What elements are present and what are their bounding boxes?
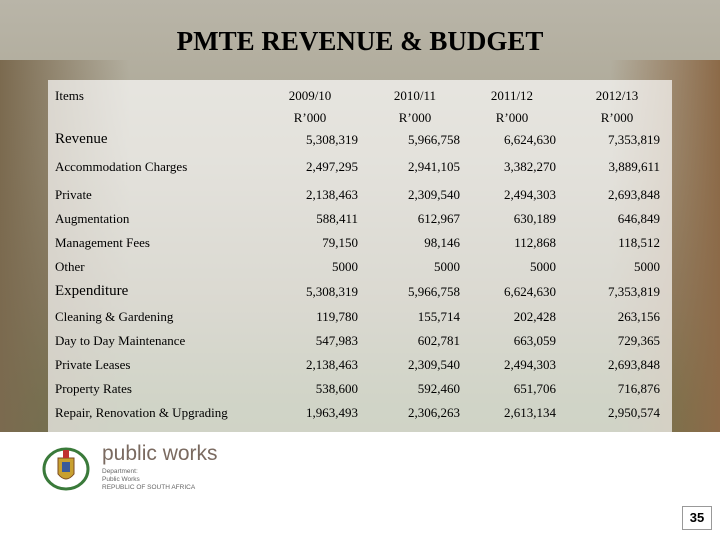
- cell-value: 6,624,630: [504, 132, 556, 147]
- cell-value: 547,983: [315, 333, 358, 348]
- cell-value: 592,460: [417, 381, 460, 396]
- row-label: Expenditure: [55, 283, 129, 299]
- cell-value: 263,156: [617, 309, 660, 324]
- cell-value: 2,613,134: [504, 405, 556, 420]
- cell-value: 646,849: [617, 211, 660, 226]
- cell-value: 155,714: [417, 309, 460, 324]
- cell-value: 729,365: [617, 333, 660, 348]
- row-label: Cleaning & Gardening: [55, 309, 174, 324]
- column-header: Items: [55, 88, 84, 103]
- row-label: Repair, Renovation & Upgrading: [55, 405, 228, 420]
- column-header: 2010/11: [393, 88, 437, 103]
- coat-of-arms: [42, 447, 90, 491]
- cell-value: 5,966,758: [408, 284, 460, 299]
- table-panel: [48, 80, 672, 432]
- cell-value: 79,150: [322, 235, 358, 250]
- cell-value: 7,353,819: [608, 284, 660, 299]
- column-unit: R’000: [293, 110, 327, 125]
- cell-value: 7,353,819: [608, 132, 660, 147]
- cell-value: 2,941,105: [408, 159, 460, 174]
- logo-text: REPUBLIC OF SOUTH AFRICA: [102, 484, 196, 491]
- logo-name: public works: [102, 442, 218, 465]
- cell-value: 2,693,848: [608, 187, 660, 202]
- cell-value: 630,189: [513, 211, 556, 226]
- row-label: Management Fees: [55, 235, 150, 250]
- cell-value: 5,308,319: [306, 284, 358, 299]
- cell-value: 1,963,493: [306, 405, 358, 420]
- row-label: Augmentation: [55, 211, 130, 226]
- row-label: Property Rates: [55, 381, 132, 396]
- row-label: Private: [55, 187, 92, 202]
- cell-value: 5000: [634, 259, 660, 274]
- row-label: Day to Day Maintenance: [55, 333, 186, 348]
- column-unit: R’000: [600, 110, 634, 125]
- cell-value: 3,889,611: [608, 159, 660, 174]
- cell-value: 118,512: [618, 235, 660, 250]
- cell-value: 2,138,463: [306, 187, 358, 202]
- cell-value: 112,868: [514, 235, 556, 250]
- logo-text: Public Works: [102, 476, 140, 483]
- cell-value: 3,382,270: [504, 159, 556, 174]
- cell-value: 538,600: [315, 381, 358, 396]
- column-header: 2011/12: [490, 88, 534, 103]
- column-unit: R’000: [398, 110, 432, 125]
- column-header: 2009/10: [288, 88, 332, 103]
- cell-value: 202,428: [513, 309, 556, 324]
- cell-value: 5,308,319: [306, 132, 358, 147]
- page-number: 35: [682, 506, 712, 530]
- cell-value: 98,146: [424, 235, 460, 250]
- row-label: Accommodation Charges: [55, 159, 188, 174]
- cell-value: 2,138,463: [306, 357, 358, 372]
- cell-value: 2,950,574: [608, 405, 660, 420]
- cell-value: 2,497,295: [306, 159, 358, 174]
- row-label: Other: [55, 259, 85, 274]
- cell-value: 651,706: [513, 381, 556, 396]
- column-unit: R’000: [495, 110, 529, 125]
- cell-value: 588,411: [316, 211, 358, 226]
- cell-value: 612,967: [417, 211, 460, 226]
- cell-value: 2,309,540: [408, 187, 460, 202]
- cell-value: 663,059: [513, 333, 556, 348]
- cell-value: 5000: [530, 259, 556, 274]
- cell-value: 602,781: [417, 333, 460, 348]
- footer-band: [0, 432, 720, 540]
- column-header: 2012/13: [595, 88, 639, 103]
- cell-value: 5,966,758: [408, 132, 460, 147]
- cell-value: 5000: [434, 259, 460, 274]
- row-label: Revenue: [55, 131, 108, 147]
- logo-text: Department:: [102, 468, 138, 475]
- cell-value: 6,624,630: [504, 284, 556, 299]
- cell-value: 716,876: [617, 381, 660, 396]
- cell-value: 2,494,303: [504, 357, 556, 372]
- slide-title: PMTE REVENUE & BUDGET: [176, 26, 544, 56]
- cell-value: 2,494,303: [504, 187, 556, 202]
- cell-value: 2,309,540: [408, 357, 460, 372]
- row-label: Private Leases: [55, 357, 131, 372]
- cell-value: 2,306,263: [408, 405, 460, 420]
- cell-value: 5000: [332, 259, 358, 274]
- cell-value: 119,780: [316, 309, 358, 324]
- cell-value: 2,693,848: [608, 357, 660, 372]
